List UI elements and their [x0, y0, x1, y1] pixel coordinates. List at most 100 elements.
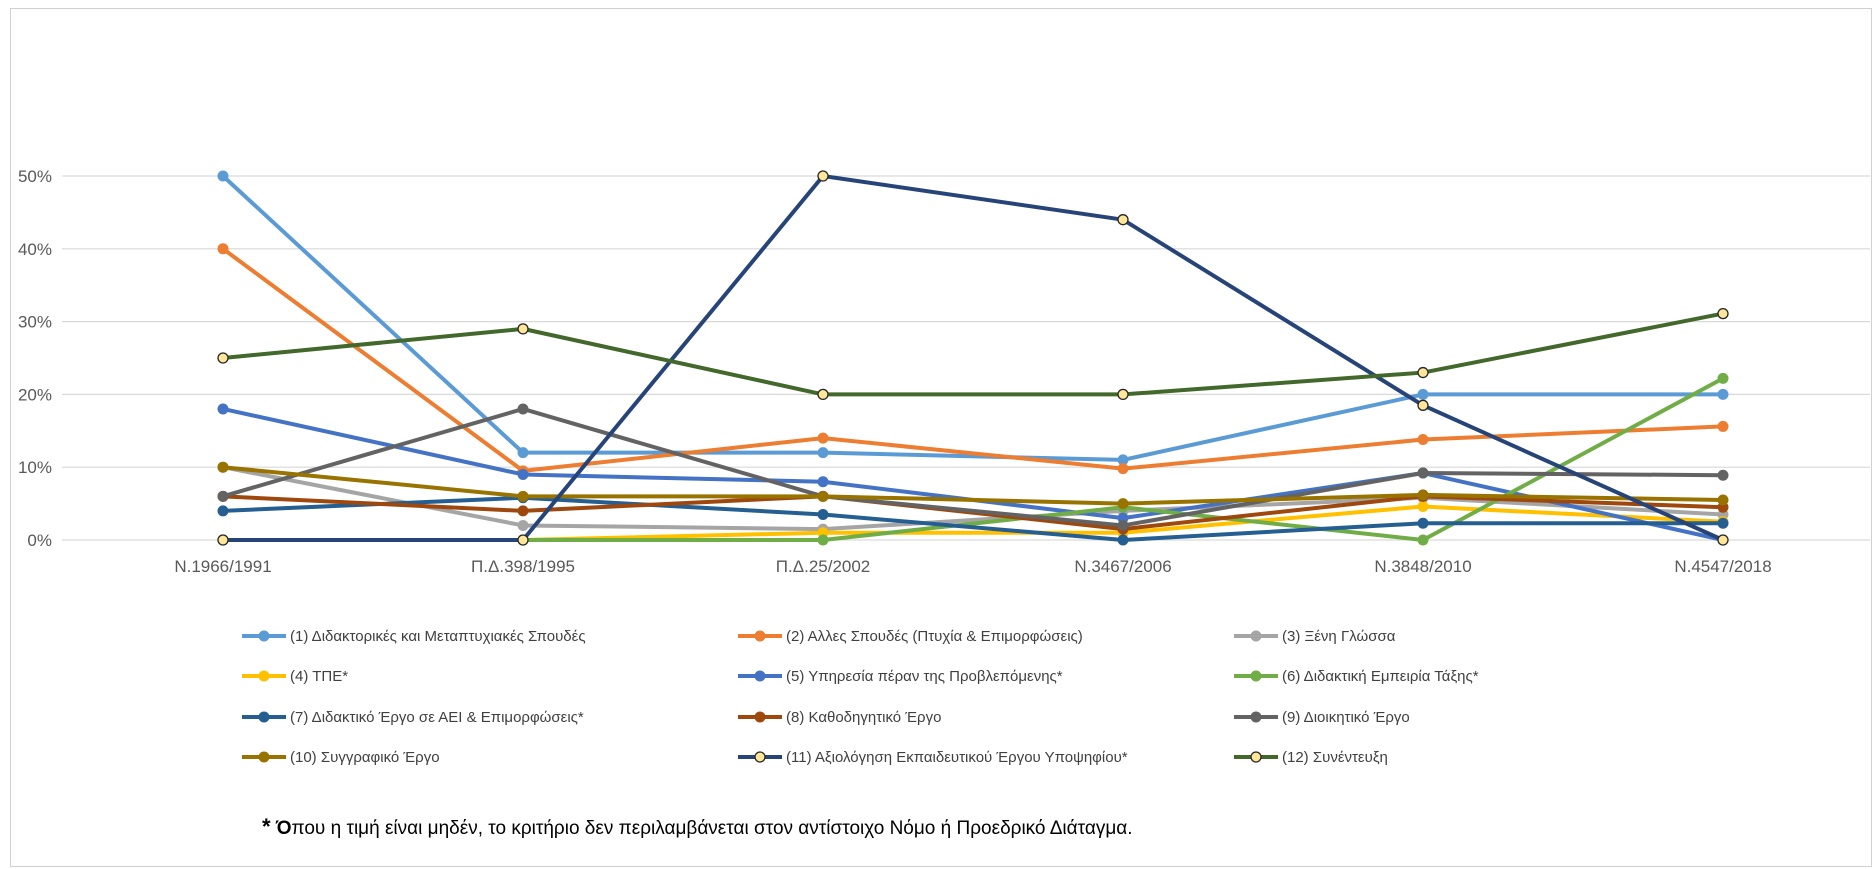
legend-item: (4) ΤΠΕ* [242, 668, 348, 685]
data-point [217, 243, 229, 255]
series-line [221, 406, 1725, 528]
data-point [1417, 489, 1429, 501]
legend-swatch-marker [754, 711, 766, 723]
data-point [517, 323, 529, 335]
legend-label: (12) Συνέντευξη [1282, 749, 1388, 766]
footnote-text: που η τιμή είναι μηδέν, το κριτήριο δεν … [291, 818, 1133, 839]
data-point [217, 403, 229, 415]
legend-label: (2) Αλλες Σπουδές (Πτυχία & Επιμορφώσεις… [786, 628, 1083, 645]
footnote-star: * [262, 814, 271, 839]
legend-swatch-marker [754, 670, 766, 682]
data-point [1417, 366, 1429, 379]
y-tick-label: 40% [18, 240, 52, 259]
data-point [1717, 469, 1729, 481]
series-11 [217, 170, 1729, 546]
data-point [1717, 307, 1729, 320]
footnote: * Όπου η τιμή είναι μηδέν, το κριτήριο δ… [262, 814, 1133, 840]
data-point [517, 403, 529, 415]
series-line [221, 495, 1725, 542]
series-line [221, 174, 1725, 542]
legend-label: (5) Υπηρεσία πέραν της Προβλεπόμενης* [786, 668, 1063, 685]
legend-label: (1) Διδακτορικές και Μεταπτυχιακές Σπουδ… [290, 628, 586, 645]
data-point [817, 476, 829, 488]
x-axis: Ν.1966/1991 Π.Δ.398/1995 Π.Δ.25/2002 Ν.3467… [174, 557, 1771, 576]
legend-item: (10) Συγγραφικό Έργο [242, 749, 440, 766]
y-tick-label: 50% [18, 167, 52, 186]
legend-item: (12) Συνέντευξη [1234, 749, 1388, 766]
data-point [1117, 214, 1129, 226]
legend-label: (11) Αξιολόγηση Εκπαιδευτικού Έργου Υποψ… [786, 749, 1128, 766]
legend-item: (9) Διοικητικό Έργο [1234, 709, 1410, 726]
data-point [1117, 388, 1129, 401]
data-point [217, 534, 229, 546]
series-10 [217, 461, 1729, 510]
legend-label: (4) ΤΠΕ* [290, 668, 348, 685]
legend-label: (8) Καθοδηγητικό Έργο [786, 709, 941, 726]
series-12 [217, 307, 1729, 401]
data-point [1717, 372, 1729, 384]
legend-item: (3) Ξένη Γλώσσα [1234, 628, 1396, 645]
legend-swatch-marker [754, 751, 766, 763]
y-tick-label: 30% [18, 313, 52, 332]
data-point [517, 468, 529, 480]
legend-swatch-marker [754, 630, 766, 642]
legend-swatch-marker [1250, 711, 1262, 723]
legend-swatch-marker [1250, 751, 1262, 763]
data-point [217, 461, 229, 473]
data-point [1717, 494, 1729, 506]
data-point [217, 490, 229, 502]
data-point [1417, 534, 1429, 546]
legend-label: (6) Διδακτική Εμπειρία Τάξης* [1282, 668, 1479, 685]
legend-label: (10) Συγγραφικό Έργο [290, 749, 440, 766]
legend-item: (7) Διδακτικό Έργο σε ΑΕΙ & Επιμορφώσεις… [242, 709, 584, 726]
data-point [1117, 534, 1129, 546]
chart-frame [10, 8, 1872, 867]
data-point [817, 509, 829, 521]
series-line [221, 311, 1725, 397]
data-point [1117, 519, 1129, 531]
legend-swatch-marker [258, 670, 270, 682]
data-point [817, 490, 829, 502]
series-line [221, 465, 1725, 532]
data-point [1417, 467, 1429, 479]
y-axis: 0% 10% 20% 30% 40% 50% [18, 167, 52, 550]
data-point [1417, 388, 1429, 400]
data-point [517, 534, 529, 546]
legend-label: (9) Διοικητικό Έργο [1282, 709, 1410, 726]
data-point [1717, 420, 1729, 432]
x-tick-label: Ν.1966/1991 [174, 557, 271, 576]
data-point [217, 170, 229, 182]
series-line [221, 174, 1725, 462]
data-point [817, 170, 829, 182]
data-point [1717, 534, 1729, 546]
legend-swatch-marker [1250, 630, 1262, 642]
data-point [1117, 454, 1129, 466]
data-point [217, 505, 229, 517]
legend-item: (11) Αξιολόγηση Εκπαιδευτικού Έργου Υποψ… [738, 749, 1128, 766]
legend-swatch-marker [1250, 670, 1262, 682]
legend-item: (1) Διδακτορικές και Μεταπτυχιακές Σπουδ… [242, 628, 586, 645]
data-point [1717, 517, 1729, 529]
data-point [517, 519, 529, 531]
data-point [1417, 517, 1429, 529]
data-point [1117, 463, 1129, 475]
data-point [1717, 388, 1729, 400]
footnote-first-letter: Ό [275, 818, 292, 839]
legend-item: (2) Αλλες Σπουδές (Πτυχία & Επιμορφώσεις… [738, 628, 1083, 645]
legend-swatch-marker [258, 630, 270, 642]
series-1 [217, 170, 1729, 466]
data-point [517, 505, 529, 517]
x-tick-label: Ν.3848/2010 [1374, 557, 1471, 576]
y-tick-label: 20% [18, 385, 52, 404]
legend-item: (5) Υπηρεσία πέραν της Προβλεπόμενης* [738, 668, 1063, 685]
legend-swatch-marker [258, 751, 270, 763]
legend-item: (6) Διδακτική Εμπειρία Τάξης* [1234, 668, 1479, 685]
legend-swatch-marker [258, 711, 270, 723]
x-tick-label: Π.Δ.398/1995 [471, 557, 575, 576]
data-point [817, 447, 829, 459]
data-point [517, 490, 529, 502]
series-line [221, 246, 1725, 473]
legend: (1) Διδακτορικές και Μεταπτυχιακές Σπουδ… [242, 628, 1479, 766]
legend-label: (3) Ξένη Γλώσσα [1282, 628, 1396, 645]
